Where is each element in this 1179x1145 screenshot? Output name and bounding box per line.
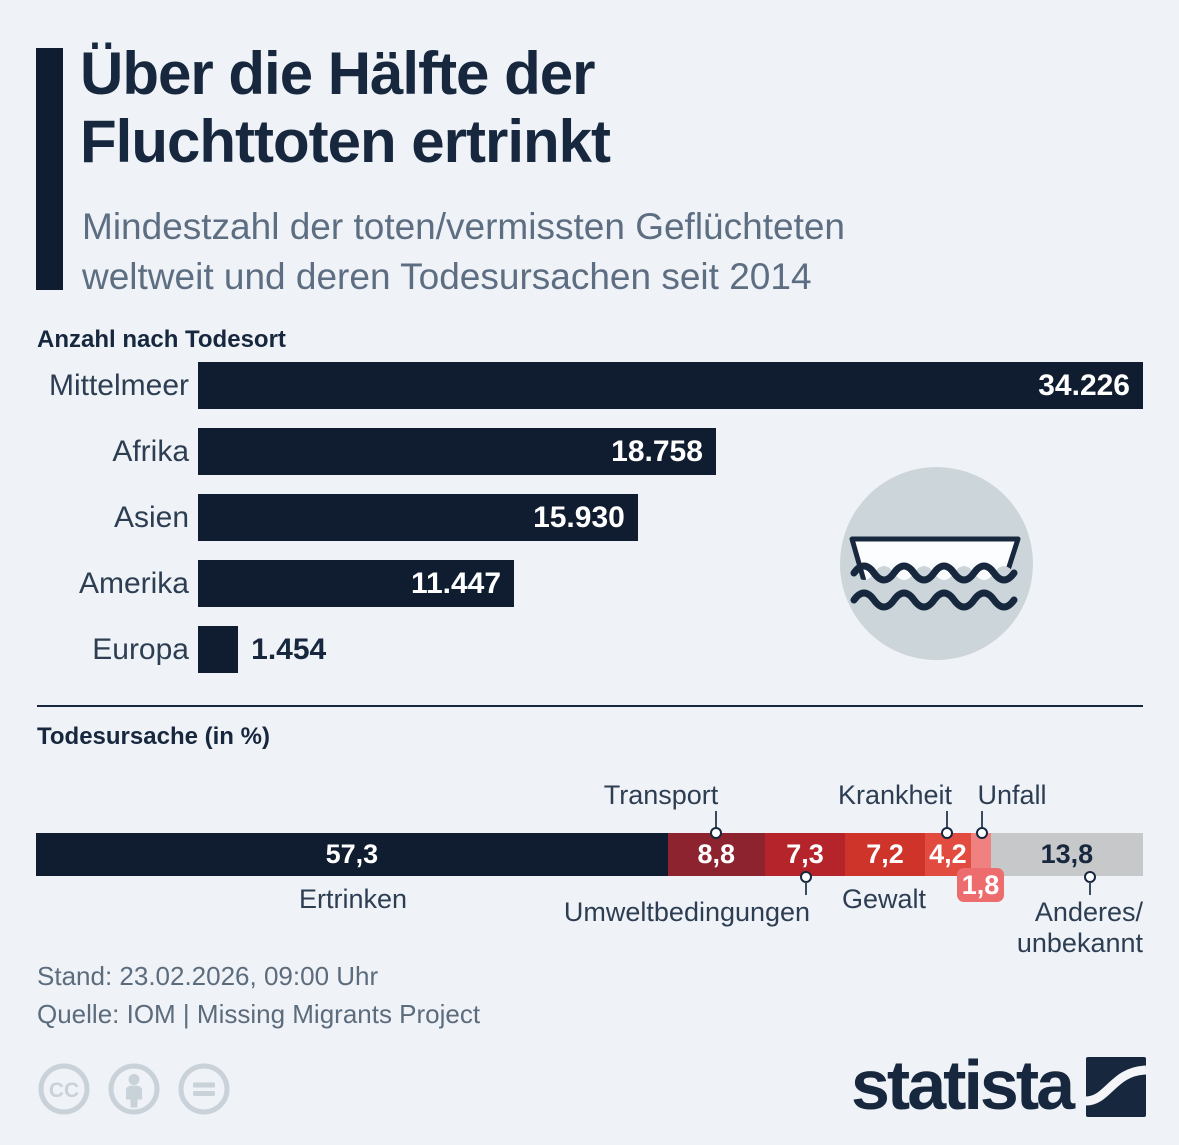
stacked-segment-anderes-unbekannt: 13,8	[990, 833, 1143, 876]
segment-value: 57,3	[325, 839, 379, 869]
bar-category-label: Europa	[92, 632, 189, 666]
bar-track: 34.226	[198, 362, 1143, 409]
bar: 11.447	[198, 560, 515, 607]
callout-krankheit-line	[946, 811, 948, 828]
svg-text:CC: CC	[49, 1079, 79, 1102]
location-section-heading: Anzahl nach Todesort	[37, 326, 286, 353]
callout-anderes-line	[1089, 882, 1091, 895]
callout-transport-label: Transport	[603, 780, 719, 810]
bar-value: 34.226	[1038, 368, 1130, 402]
bar-track: 15.930	[198, 494, 1143, 541]
stacked-segment-ertrinken: 57,3	[36, 833, 668, 876]
stand-text: Stand: 23.02.2026, 09:00 Uhr	[37, 961, 379, 991]
bar-row: Afrika 18.758	[37, 428, 1143, 475]
bar-row: Amerika 11.447	[37, 560, 1143, 607]
license-icons: CC	[38, 1063, 230, 1115]
callout-ertrinken-label: Ertrinken	[298, 884, 408, 914]
stacked-segment-krankheit: 4,2	[924, 833, 971, 876]
bar: 34.226	[198, 362, 1143, 409]
segment-value: 7,2	[866, 839, 904, 869]
source-text: Quelle: IOM | Missing Migrants Project	[37, 999, 481, 1029]
callout-krankheit-dot	[941, 827, 953, 839]
cause-stacked-bar: 57,3 8,8 7,3 7,2 4,2 13,8	[36, 833, 1143, 876]
bar: 18.758	[198, 428, 716, 475]
bar-row: Asien 15.930	[37, 494, 1143, 541]
bar-value: 11.447	[410, 566, 502, 600]
bar-row: Europa 1.454	[37, 626, 1143, 673]
bar-category-label: Afrika	[112, 434, 189, 468]
stacked-segment-transport: 8,8	[667, 833, 765, 876]
statista-branding: statista	[851, 1046, 1147, 1124]
section-divider	[37, 705, 1143, 707]
cause-section-heading: Todesursache (in %)	[37, 723, 270, 750]
callout-unfall-dot	[976, 827, 988, 839]
title-accent-bar	[36, 48, 63, 290]
bar-category-label: Asien	[113, 500, 189, 534]
callout-anderes-line1: Anderes/	[1034, 897, 1143, 927]
boat-icon	[840, 467, 1033, 660]
stacked-segment-umweltbedingungen: 7,3	[764, 833, 846, 876]
bar	[198, 626, 239, 673]
bar-track: 18.758	[198, 428, 1143, 475]
location-bar-chart: Mittelmeer 34.226 Afrika 18.758 Asien 15.930 A…	[37, 362, 1143, 692]
segment-value: 4,2	[929, 839, 967, 869]
stacked-segment-gewalt: 7,2	[845, 833, 925, 876]
statista-logo-icon	[1086, 1057, 1147, 1117]
bar-row: Mittelmeer 34.226	[37, 362, 1143, 409]
segment-value: 7,3	[786, 839, 824, 869]
attribution-person-icon	[108, 1063, 160, 1115]
callout-krankheit-label: Krankheit	[837, 780, 953, 810]
bar-category-label: Amerika	[78, 566, 189, 600]
callout-transport-dot	[710, 827, 722, 839]
bar-category-label: Mittelmeer	[48, 368, 189, 402]
boat-in-water-icon	[840, 467, 1033, 660]
stacked-segment-unfall	[971, 833, 991, 876]
cc-icon: CC	[38, 1063, 90, 1115]
no-derivatives-equals-icon	[178, 1063, 230, 1115]
callout-anderes-line2: unbekannt	[1016, 928, 1143, 958]
bar-track: 11.447	[198, 560, 1143, 607]
bar-track: 1.454	[198, 626, 1143, 673]
bar-value: 1.454	[251, 632, 327, 666]
bar: 15.930	[198, 494, 638, 541]
callout-gewalt-label: Gewalt	[841, 884, 927, 914]
callout-umweltbedingungen-line	[805, 882, 807, 895]
segment-value: 8,8	[697, 839, 736, 869]
callout-umweltbedingungen-label: Umweltbedingungen	[563, 897, 811, 927]
bar-value: 18.758	[611, 434, 703, 468]
statista-wordmark: statista	[851, 1046, 1075, 1124]
page-title: Über die Hälfte der Fluchttoten ertrinkt	[80, 40, 611, 175]
page-subtitle: Mindestzahl der toten/vermissten Geflüch…	[82, 206, 845, 297]
segment-value: 13,8	[1040, 839, 1094, 869]
unfall-value-badge: 1,8	[957, 868, 1004, 902]
bar-value: 15.930	[533, 500, 625, 534]
callout-anderes-label: Anderes/ unbekannt	[1017, 897, 1143, 959]
callout-transport-line	[715, 811, 717, 828]
callout-unfall-line	[981, 811, 983, 828]
callout-unfall-label: Unfall	[977, 780, 1047, 810]
